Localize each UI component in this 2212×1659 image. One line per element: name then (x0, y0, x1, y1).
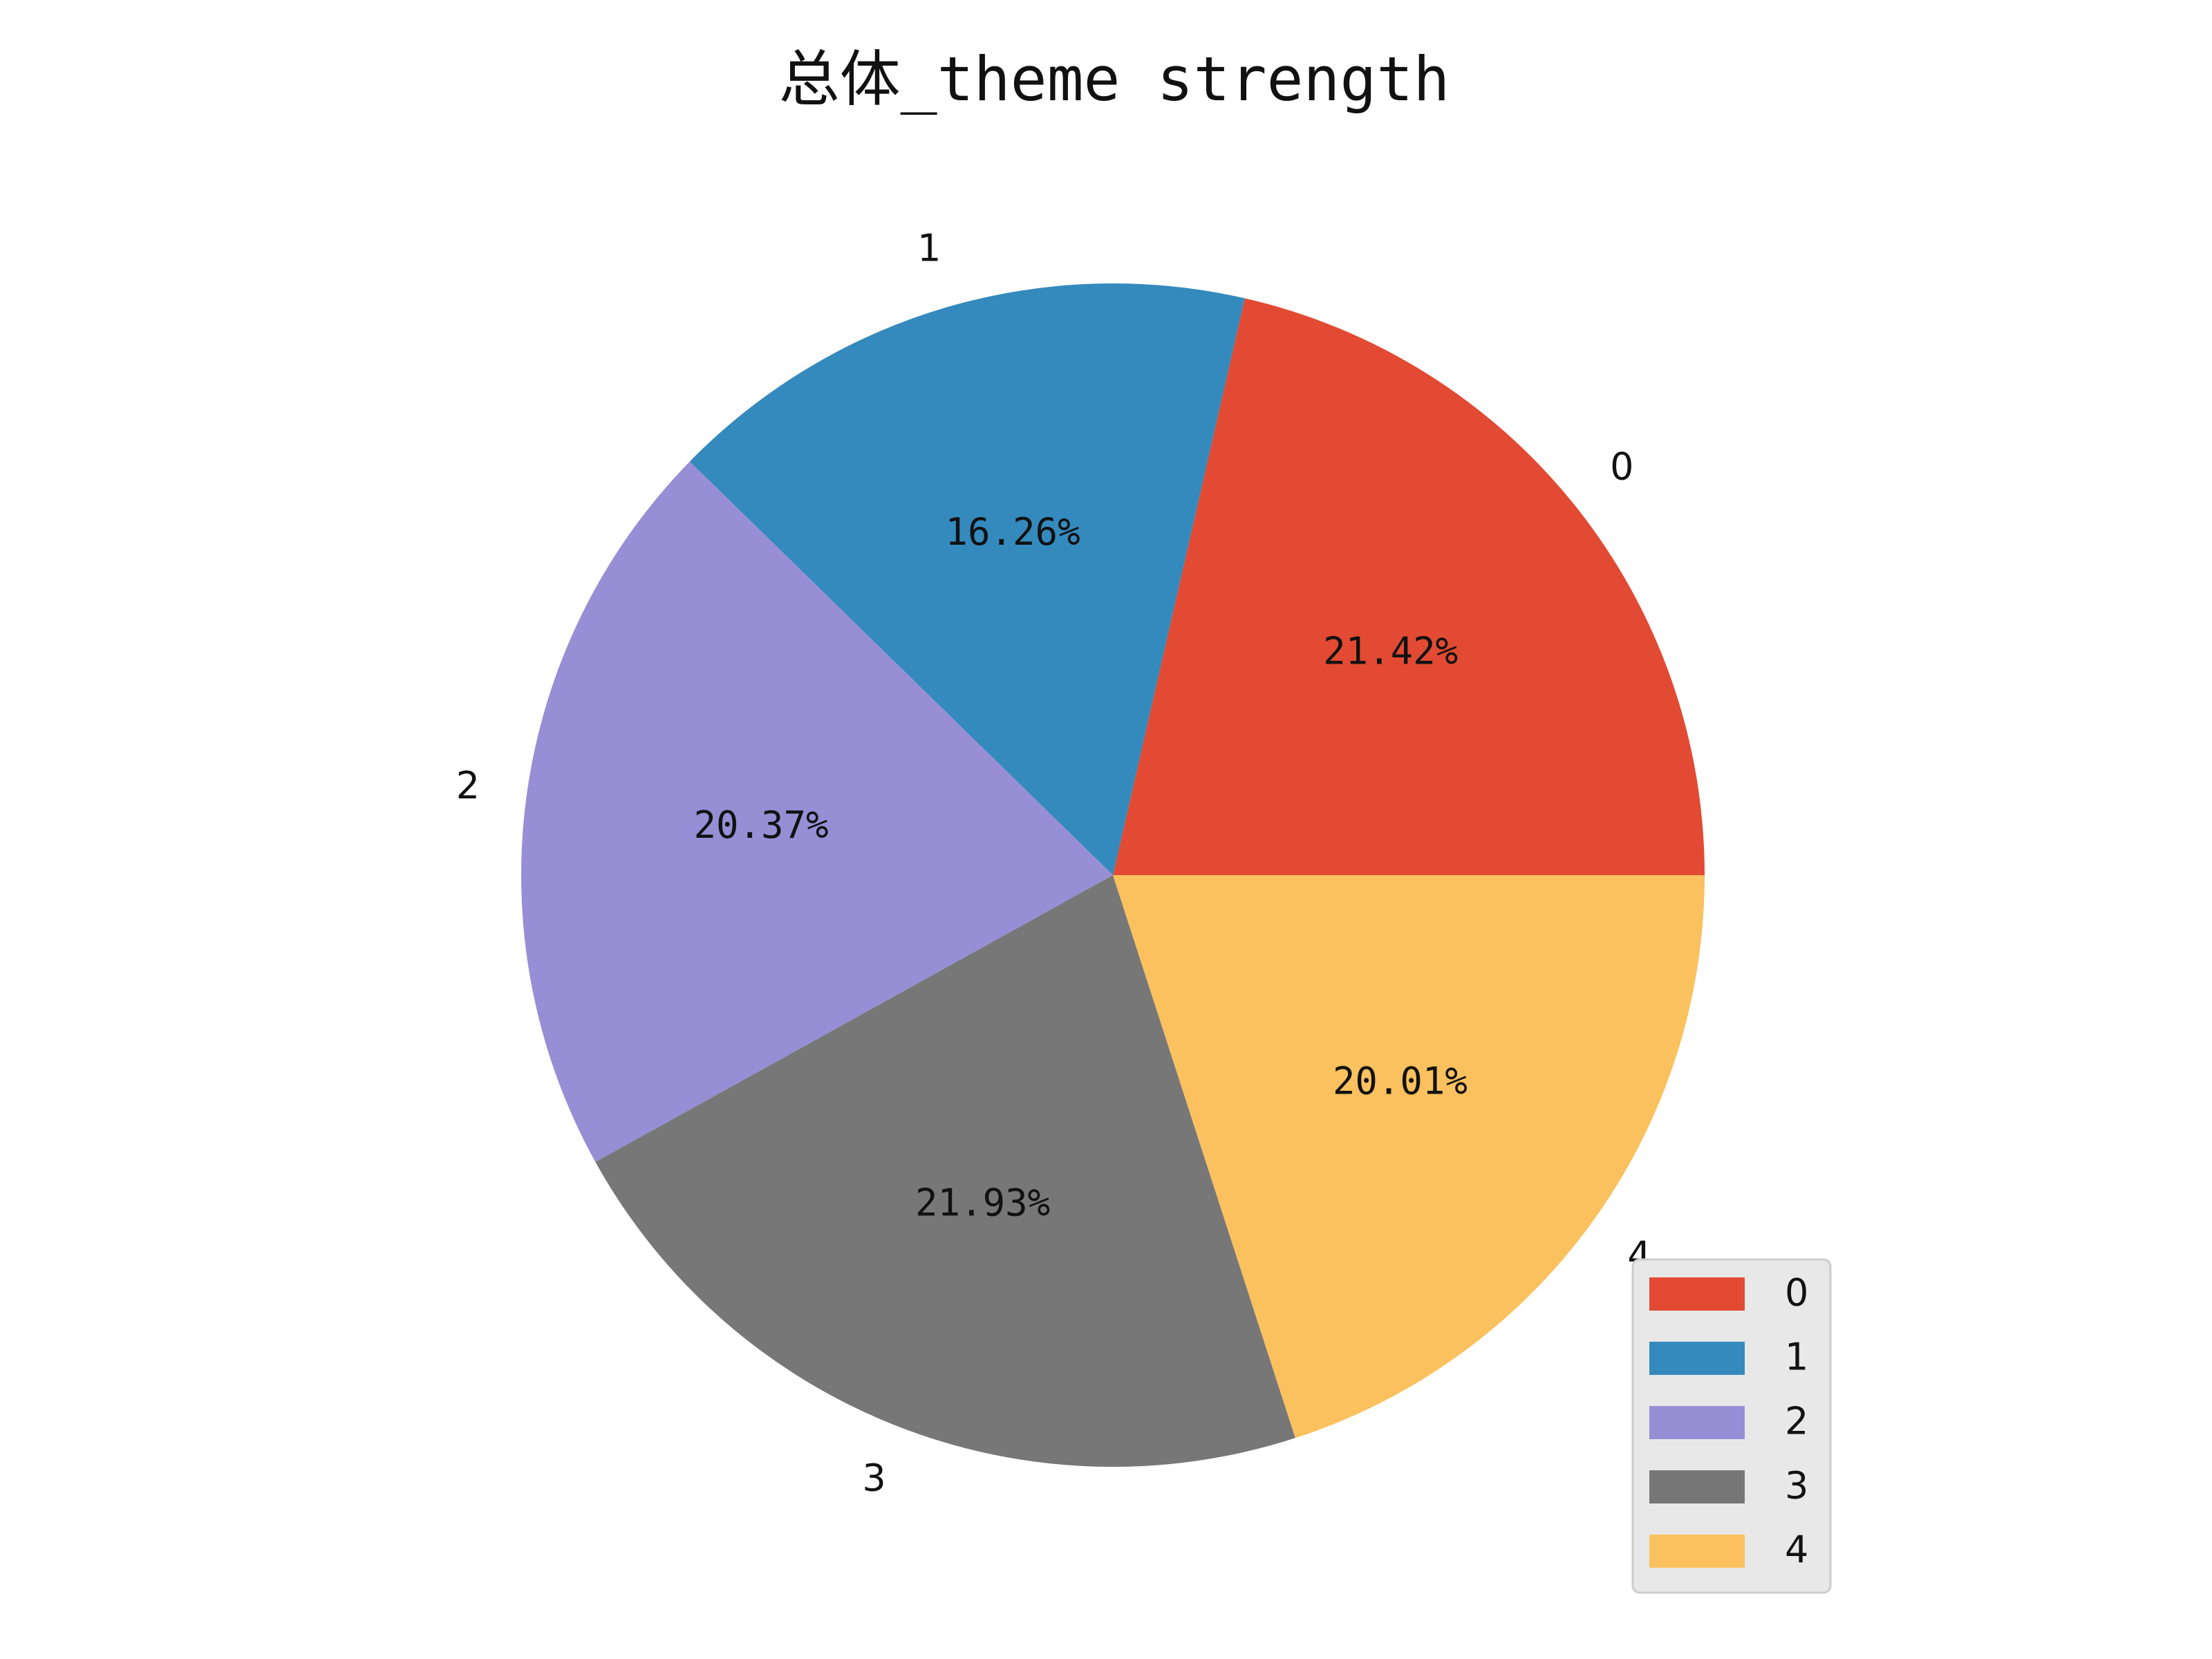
slice-label-0: 0 (1610, 445, 1633, 489)
percentage-label-0: 21.42% (1323, 629, 1458, 673)
legend-label-4: 4 (1785, 1528, 1808, 1572)
legend-label-0: 0 (1785, 1271, 1808, 1315)
legend-label-1: 1 (1785, 1335, 1808, 1379)
legend-swatch-2 (1649, 1406, 1745, 1439)
percentage-label-2: 20.37% (693, 803, 828, 847)
legend-swatch-0 (1649, 1277, 1745, 1311)
pie-slices (521, 283, 1705, 1467)
legend: 0 1 2 3 4 (1633, 1259, 1830, 1593)
legend-swatch-4 (1649, 1535, 1745, 1568)
legend-swatch-3 (1649, 1470, 1745, 1503)
slice-label-2: 2 (456, 764, 480, 807)
percentage-label-3: 21.93% (915, 1181, 1050, 1224)
legend-label-2: 2 (1785, 1400, 1808, 1443)
percentage-label-1: 16.26% (946, 510, 1080, 554)
legend-label-3: 3 (1785, 1464, 1808, 1508)
chart-title: 总体_theme strength (779, 44, 1450, 115)
slice-label-1: 1 (917, 226, 941, 270)
slice-label-3: 3 (862, 1456, 885, 1500)
legend-swatch-1 (1649, 1342, 1745, 1375)
percentage-label-4: 20.01% (1333, 1060, 1468, 1103)
